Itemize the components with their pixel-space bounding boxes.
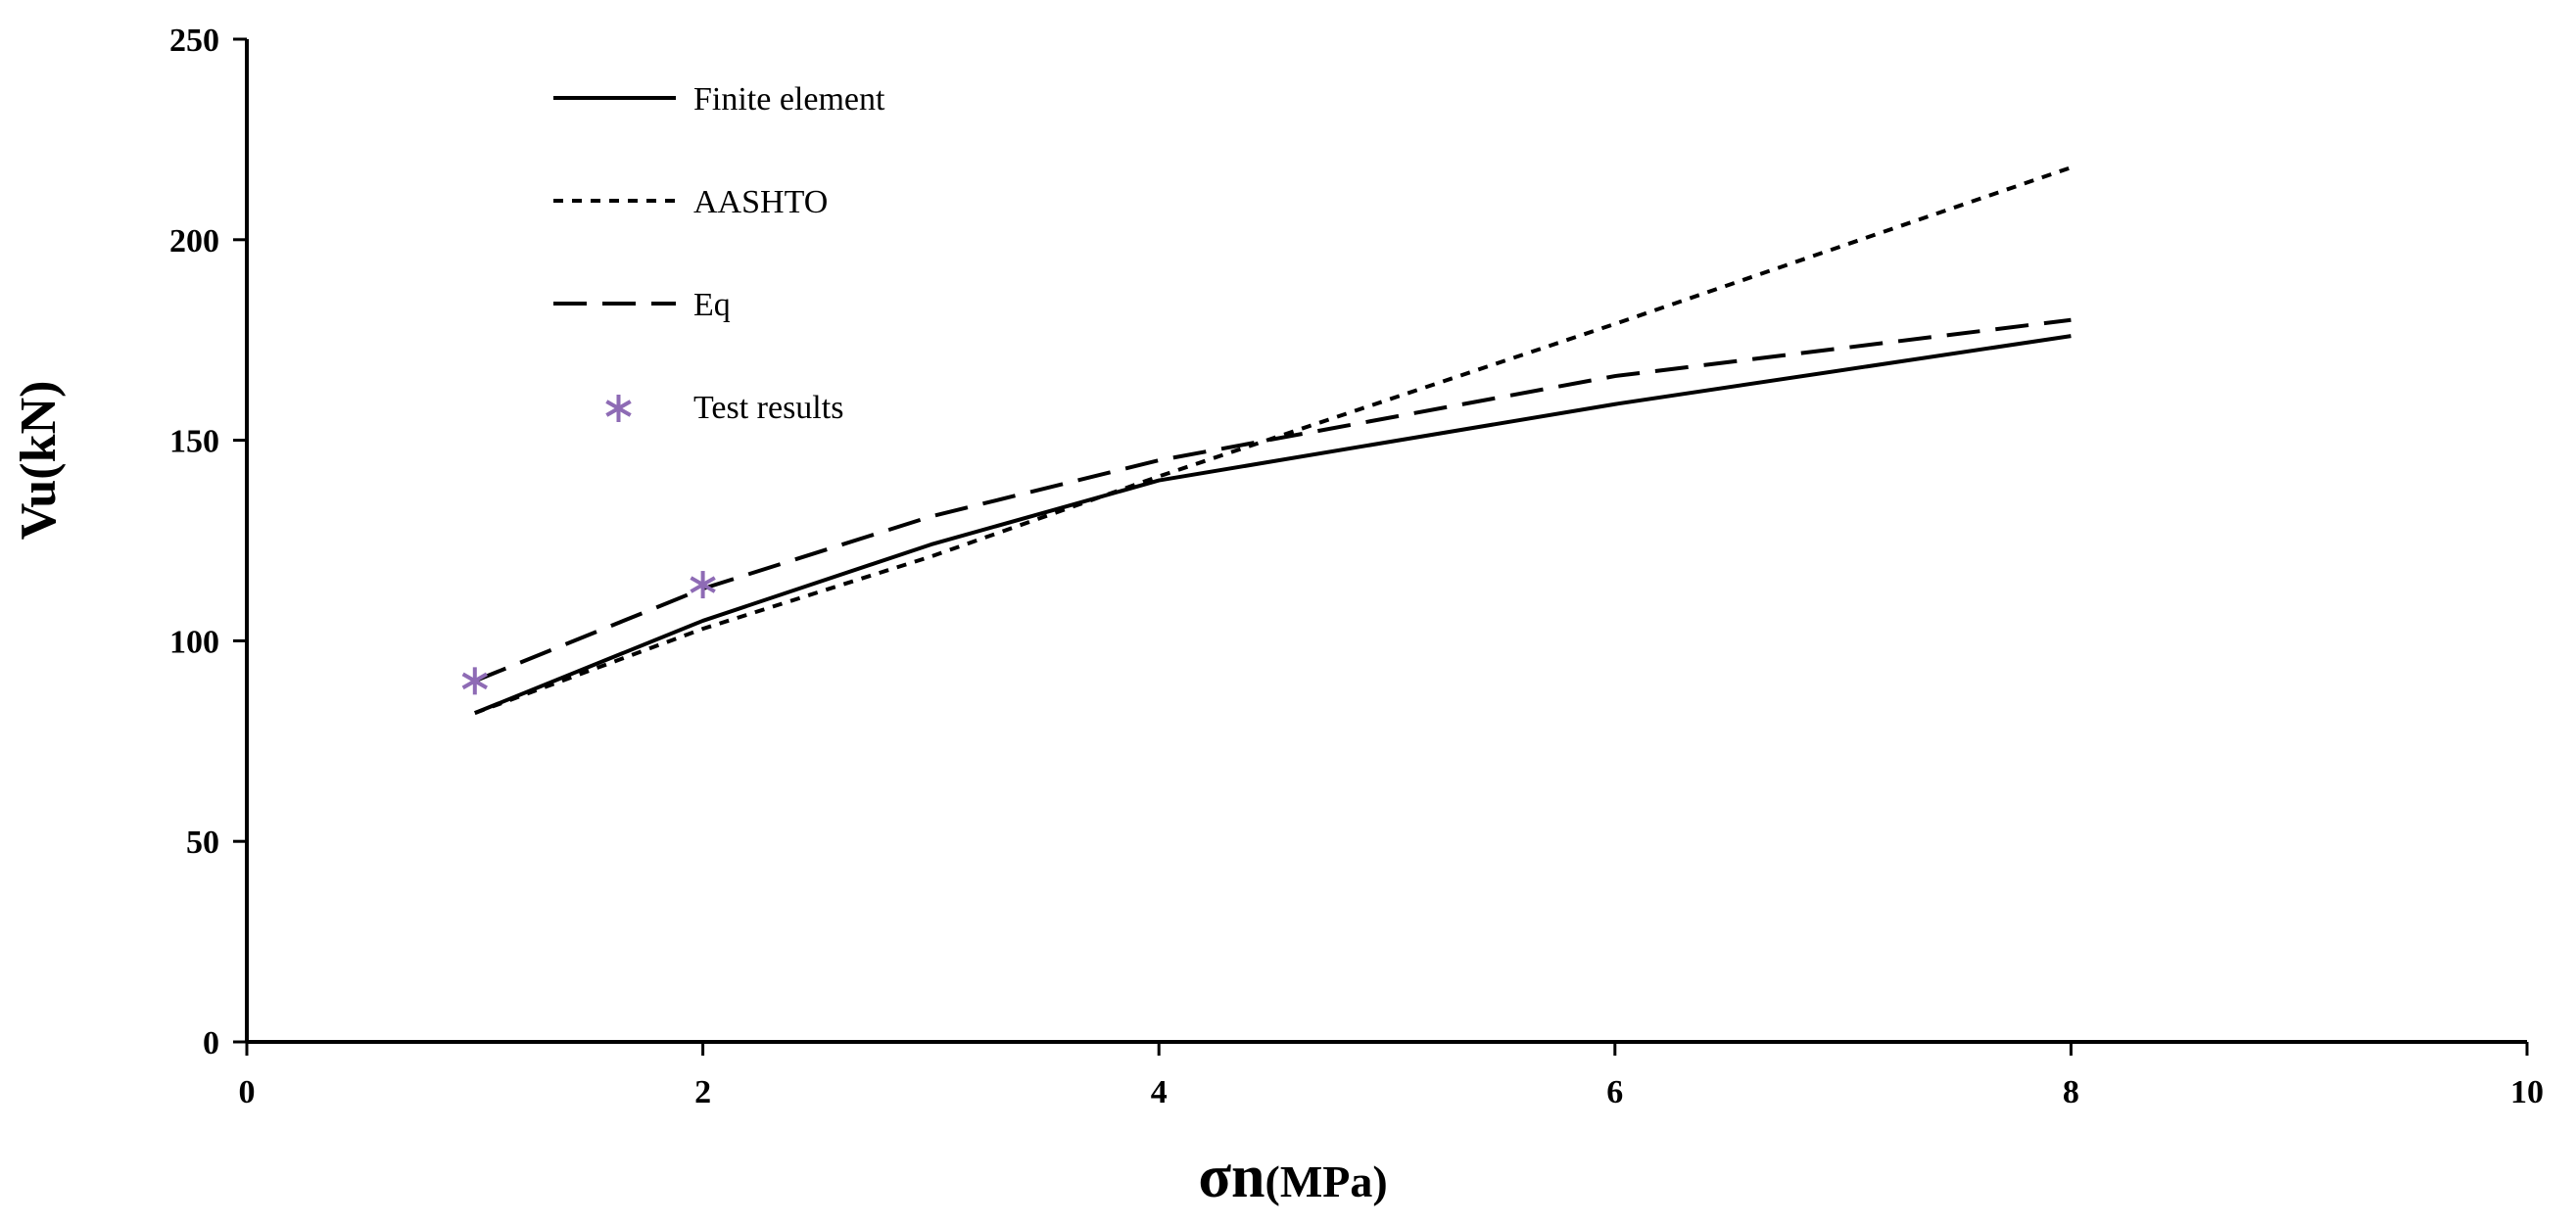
y-ticks: 0 50 100 150 200 250 <box>169 23 247 1061</box>
series-line-aashto <box>474 165 2073 716</box>
legend-label: Test results <box>693 390 843 426</box>
test-result-point <box>461 667 488 695</box>
y-tick-label: 200 <box>169 223 219 259</box>
test-result-point <box>605 395 632 422</box>
x-tick-label: 10 <box>2510 1074 2544 1110</box>
x-tick-label: 8 <box>2063 1074 2079 1110</box>
y-tick-label: 0 <box>203 1025 219 1061</box>
x-tick-label: 0 <box>239 1074 256 1110</box>
x-axis-title-unit: (MPa) <box>1265 1156 1388 1206</box>
series-line-eq <box>474 317 2072 684</box>
y-tick-label: 100 <box>169 624 219 660</box>
series-layer <box>461 165 2073 716</box>
legend: Finite element AASHTO Eq Test results <box>553 81 885 426</box>
y-axis-title: Vu(kN) <box>11 381 67 541</box>
legend-item-eq: Eq <box>553 287 731 323</box>
x-ticks: 0 2 4 6 8 10 <box>239 1042 2544 1110</box>
series-line-finite-element <box>474 334 2072 715</box>
legend-label: Finite element <box>693 81 885 118</box>
legend-label: Eq <box>693 287 731 323</box>
legend-item-test-results: Test results <box>605 390 843 426</box>
legend-label: AASHTO <box>693 184 828 220</box>
legend-item-aashto: AASHTO <box>553 184 828 220</box>
x-tick-label: 2 <box>694 1074 711 1110</box>
legend-item-finite-element: Finite element <box>553 81 885 118</box>
x-axis-title: σn(MPa) <box>1198 1144 1387 1210</box>
x-tick-label: 6 <box>1606 1074 1623 1110</box>
y-tick-label: 250 <box>169 23 219 59</box>
test-result-point <box>690 571 716 599</box>
y-tick-label: 50 <box>186 825 219 861</box>
x-tick-label: 4 <box>1151 1074 1168 1110</box>
x-axis-title-symbol: σn <box>1198 1144 1264 1210</box>
y-tick-label: 150 <box>169 424 219 460</box>
